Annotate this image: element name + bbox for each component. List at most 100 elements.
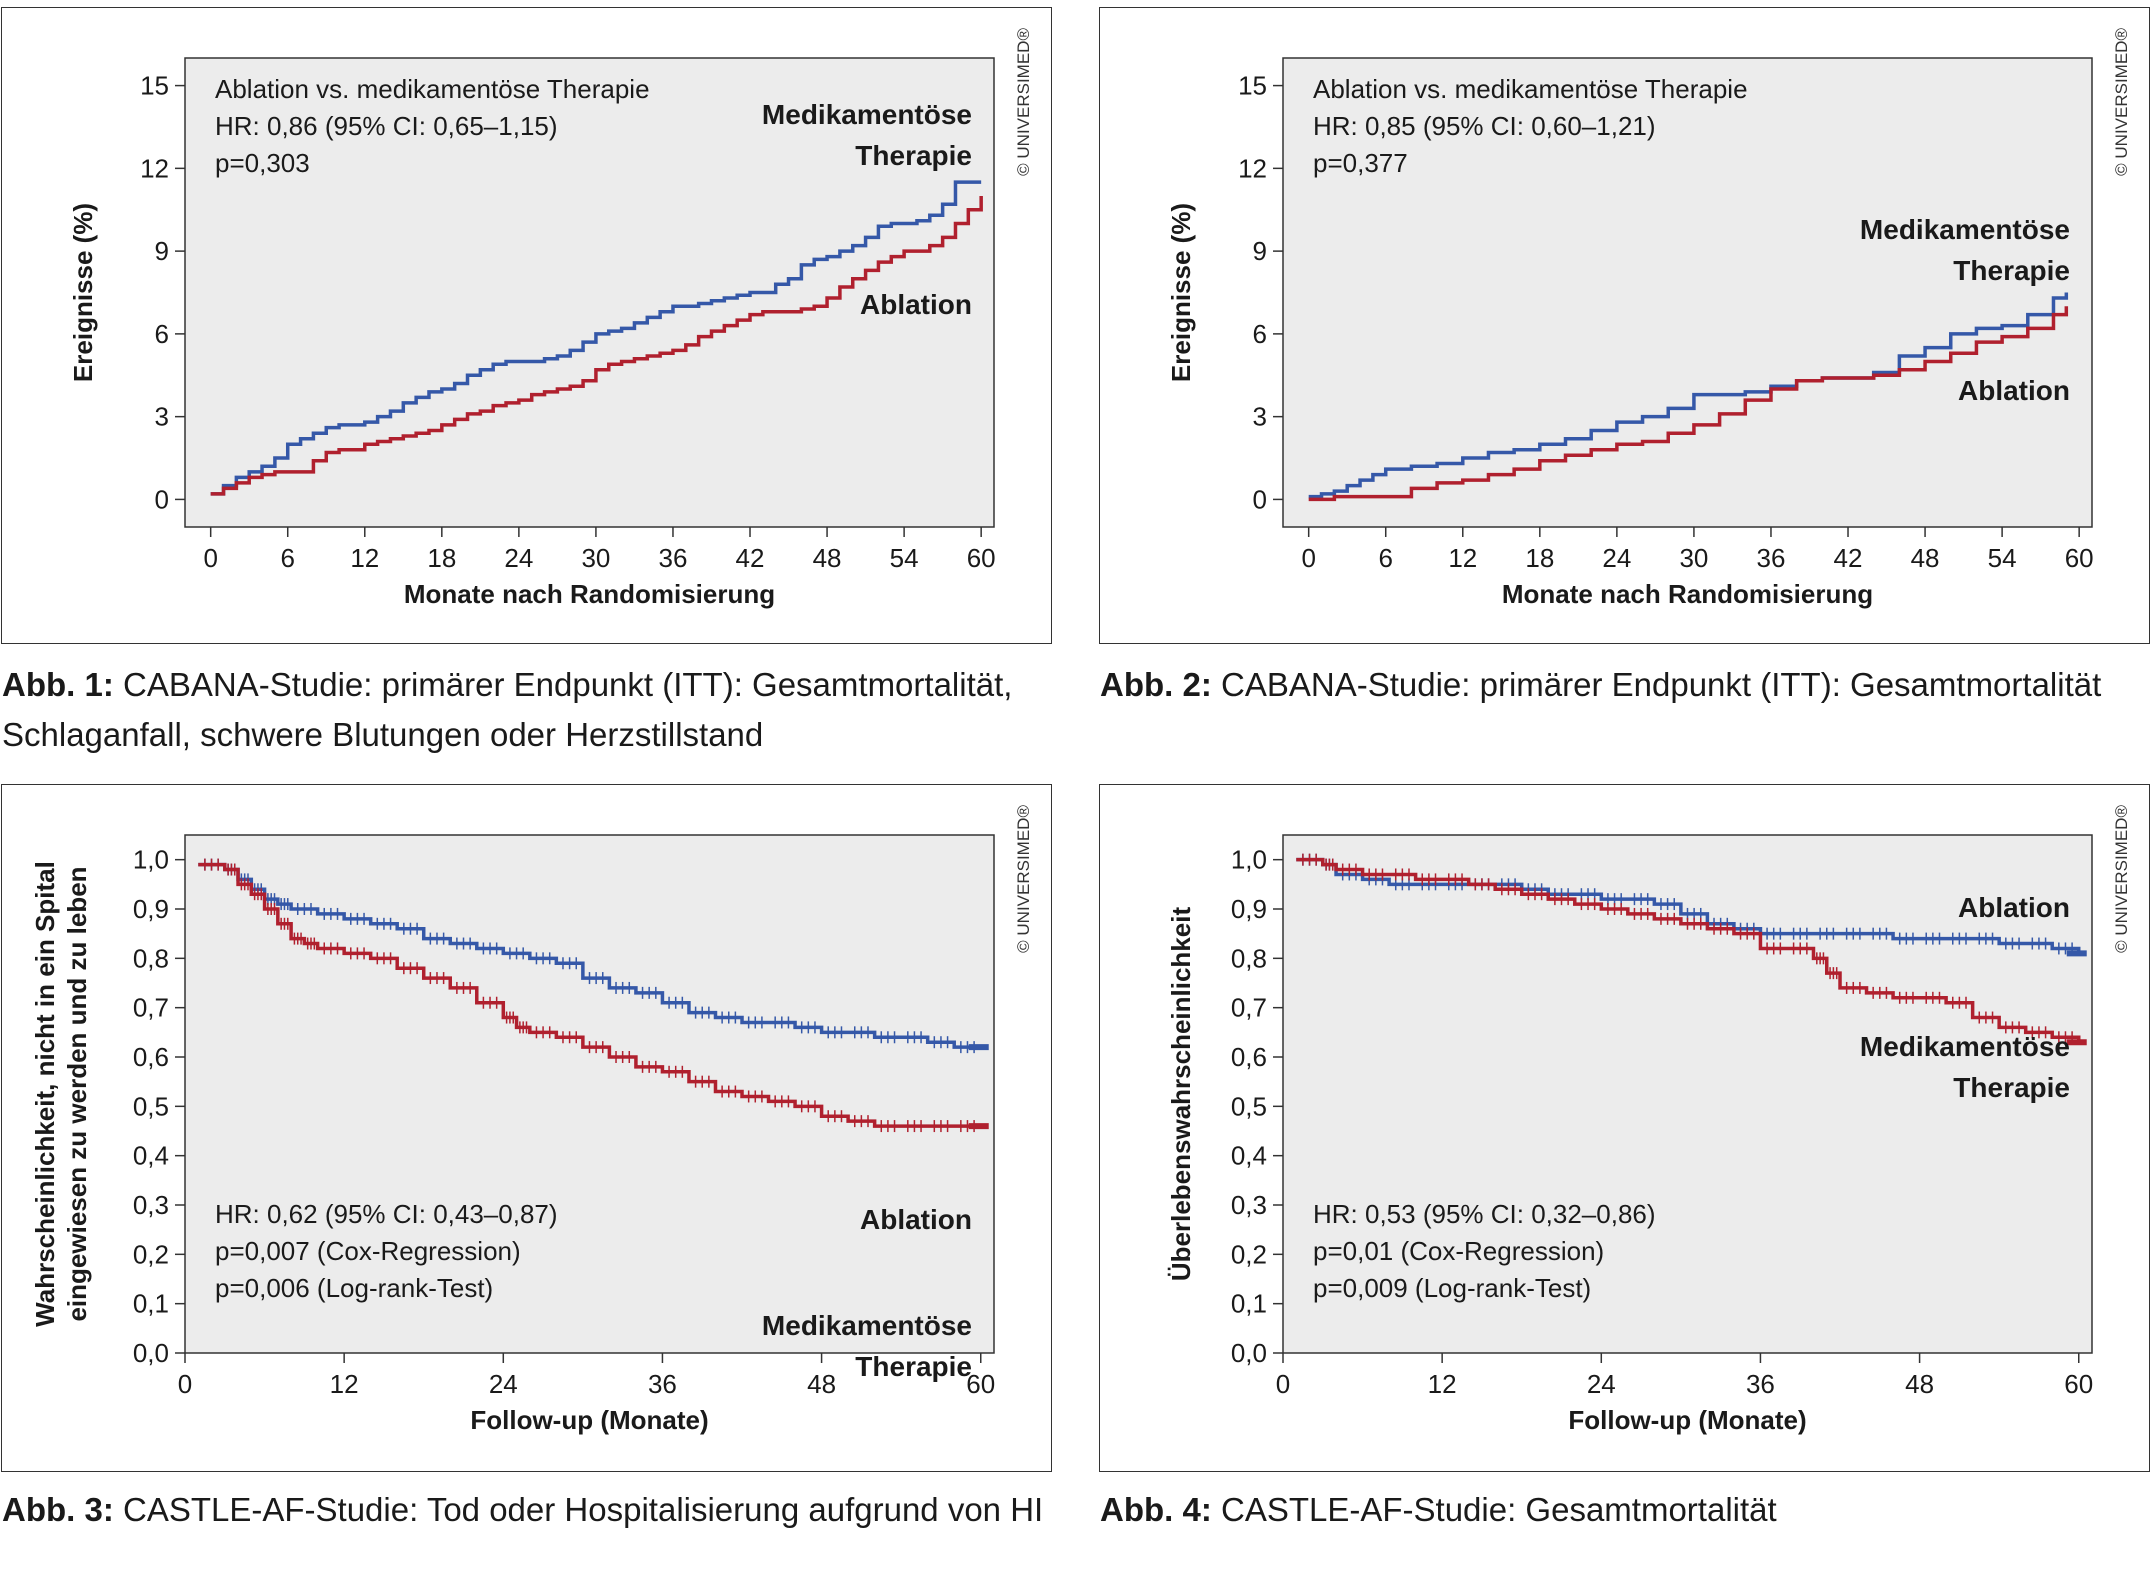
series-line-blue [1308, 292, 2069, 499]
copyright-text: © UNIVERSIMED® [2112, 805, 2131, 953]
y-axis-title: Überlebenswahrscheinlichkeit [1166, 907, 1196, 1282]
x-axis-title: Monate nach Randomisierung [404, 579, 775, 609]
x-tick-label: 42 [1834, 543, 1863, 573]
y-tick-label: 0,7 [133, 993, 169, 1023]
stat-text: p=0,303 [215, 148, 310, 178]
y-tick-label: 9 [155, 236, 169, 266]
x-tick-label: 60 [966, 1369, 995, 1399]
x-axis-title: Follow-up (Monate) [1568, 1405, 1806, 1435]
y-tick-label: 0,3 [133, 1190, 169, 1220]
x-tick-label: 54 [890, 543, 919, 573]
y-tick-label: 0,6 [133, 1042, 169, 1072]
x-tick-label: 30 [1679, 543, 1708, 573]
stat-text: HR: 0,62 (95% CI: 0,43–0,87) [215, 1199, 558, 1229]
y-tick-label: 12 [1238, 153, 1267, 183]
figure-2-caption: Abb. 2: CABANA-Studie: primärer Endpunkt… [1100, 660, 2140, 710]
series-line-blue [1296, 857, 2081, 954]
figure-3-panel: 0,0 0,1 0,2 0,3 0,4 0,5 0,6 0,7 0,8 0,9 1,0 0 12 24 36… [1, 784, 1052, 1472]
figure-2-panel: 0 3 6 9 12 15 0 6 12 18 24 30 36 42 48 54 60 Monate nach … [1099, 7, 2150, 644]
x-tick-label: 0 [1301, 543, 1315, 573]
caption-text: CABANA-Studie: primärer Endpunkt (ITT): … [1221, 666, 2102, 703]
x-tick-label: 54 [1988, 543, 2017, 573]
x-tick-label: 24 [504, 543, 533, 573]
y-tick-label: 0,9 [133, 894, 169, 924]
curve-label-blue: Medikamentöse [762, 99, 972, 130]
x-tick-label: 24 [1602, 543, 1631, 573]
x-tick-label: 60 [2064, 1369, 2093, 1399]
caption-text: CASTLE-AF-Studie: Tod oder Hospitalisier… [123, 1491, 1044, 1528]
x-tick-label: 60 [967, 543, 996, 573]
figure-1-panel: 0 3 6 9 12 15 0 6 12 18 24 30 36 42 48 54 60 Monate nach … [1, 7, 1052, 644]
y-tick-label: 0,5 [133, 1091, 169, 1121]
y-axis-title: Ereignisse (%) [68, 203, 98, 382]
y-tick-label: 0,2 [133, 1239, 169, 1269]
curve-label-red: Medikamentöse [762, 1310, 972, 1341]
x-tick-label: 36 [1757, 543, 1786, 573]
y-tick-label: 15 [1238, 71, 1267, 101]
stat-text: HR: 0,53 (95% CI: 0,32–0,86) [1313, 1199, 1656, 1229]
y-tick-label: 0,4 [133, 1141, 169, 1171]
y-tick-label: 0,3 [1231, 1190, 1267, 1220]
y-tick-label: 0,4 [1231, 1141, 1267, 1171]
series-line-red [1308, 306, 2069, 502]
y-tick-label: 12 [140, 153, 169, 183]
series-line-blue [210, 180, 982, 496]
stat-text: HR: 0,85 (95% CI: 0,60–1,21) [1313, 111, 1656, 141]
y-axis-title-line: Wahrscheinlichkeit, nicht in ein Spital [30, 861, 60, 1327]
y-tick-label: 0,1 [133, 1289, 169, 1319]
figure-1-caption: Abb. 1: CABANA-Studie: primärer Endpunkt… [2, 660, 1062, 760]
x-tick-label: 36 [1746, 1369, 1775, 1399]
stat-text: Ablation vs. medikamentöse Therapie [1313, 74, 1748, 104]
curve-label-red: Therapie [1953, 1072, 2070, 1103]
curve-label-blue: Medikamentöse [1860, 214, 2070, 245]
series-line-red [198, 862, 981, 1128]
x-tick-label: 12 [350, 543, 379, 573]
series-line-red [210, 195, 983, 496]
y-tick-label: 6 [1253, 319, 1267, 349]
y-tick-label: 0 [1253, 484, 1267, 514]
y-tick-label: 0,7 [1231, 993, 1267, 1023]
y-tick-label: 0,0 [1231, 1338, 1267, 1368]
x-tick-label: 18 [427, 543, 456, 573]
y-tick-label: 6 [155, 319, 169, 349]
y-tick-label: 0,5 [1231, 1091, 1267, 1121]
curve-label-blue: Ablation [860, 1204, 972, 1235]
stat-text: Ablation vs. medikamentöse Therapie [215, 74, 650, 104]
caption-label: Abb. 4: [1100, 1491, 1212, 1528]
y-tick-label: 9 [1253, 236, 1267, 266]
caption-text: CABANA-Studie: primärer Endpunkt (ITT): … [2, 666, 1013, 753]
x-tick-label: 24 [1587, 1369, 1616, 1399]
x-tick-label: 0 [203, 543, 217, 573]
figure-4-caption: Abb. 4: CASTLE-AF-Studie: Gesamtmortalit… [1100, 1485, 2140, 1535]
curve-label-blue: Therapie [1953, 255, 2070, 286]
y-tick-label: 0,9 [1231, 894, 1267, 924]
y-tick-label: 15 [140, 71, 169, 101]
caption-label: Abb. 2: [1100, 666, 1212, 703]
series-line-red [1296, 857, 2081, 1043]
x-tick-label: 12 [330, 1369, 359, 1399]
stat-text: p=0,009 (Log-rank-Test) [1313, 1273, 1591, 1303]
y-axis-title: Wahrscheinlichkeit, nicht in ein Spitale… [30, 861, 92, 1327]
y-tick-label: 0,0 [133, 1338, 169, 1368]
x-tick-label: 12 [1448, 543, 1477, 573]
curve-label-blue: Ablation [1958, 892, 2070, 923]
chart-svg: 0,0 0,1 0,2 0,3 0,4 0,5 0,6 0,7 0,8 0,9 1,0 0 12 24 36… [1166, 805, 2131, 1435]
copyright-text: © UNIVERSIMED® [1014, 805, 1033, 953]
y-tick-label: 1,0 [133, 845, 169, 875]
y-tick-label: 3 [155, 402, 169, 432]
y-axis-title-line: eingewiesen zu werden und zu leben [62, 866, 92, 1321]
stat-text: p=0,377 [1313, 148, 1408, 178]
y-tick-label: 0,1 [1231, 1289, 1267, 1319]
x-axis-title: Follow-up (Monate) [470, 1405, 708, 1435]
y-tick-label: 3 [1253, 402, 1267, 432]
x-axis-title: Monate nach Randomisierung [1502, 579, 1873, 609]
copyright-text: © UNIVERSIMED® [2112, 28, 2131, 176]
x-tick-label: 48 [1905, 1369, 1934, 1399]
x-tick-label: 18 [1525, 543, 1554, 573]
x-tick-label: 48 [813, 543, 842, 573]
chart-svg: 0,0 0,1 0,2 0,3 0,4 0,5 0,6 0,7 0,8 0,9 1,0 0 12 24 36… [30, 805, 1033, 1435]
stat-text: p=0,01 (Cox-Regression) [1313, 1236, 1604, 1266]
x-tick-label: 0 [178, 1369, 192, 1399]
